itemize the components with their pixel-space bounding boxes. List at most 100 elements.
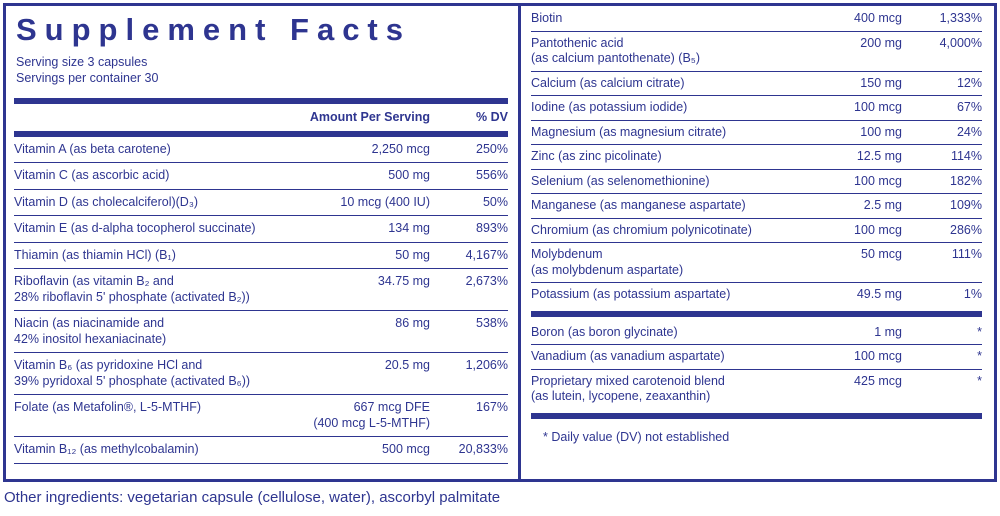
- row-line: (as calcium pantothenate) (B₅): [531, 51, 982, 67]
- table-row: Potassium (as potassium aspartate) 49.5 …: [531, 283, 982, 307]
- nutrient-name: 39% pyridoxal 5' phosphate (activated B₆…: [14, 373, 251, 388]
- nutrient-amount: 150 mg: [860, 75, 902, 90]
- other-ingredients: Other ingredients: vegetarian capsule (c…: [4, 489, 501, 506]
- nutrient-name: Folate (as Metafolin®, L-5-MTHF): [14, 400, 202, 414]
- nutrient-dv: *: [977, 373, 982, 388]
- table-row: Riboflavin (as vitamin B₂ and 34.75 mg 2…: [14, 269, 508, 311]
- nutrient-name: Pantothenic acid: [531, 35, 624, 50]
- nutrient-amount: 86 mg: [395, 316, 430, 330]
- table-row: Thiamin (as thiamin HCl) (B₁) 50 mg 4,16…: [14, 243, 508, 269]
- table-row: Manganese (as manganese aspartate) 2.5 m…: [531, 194, 982, 219]
- nutrient-amount: 134 mg: [388, 221, 430, 235]
- row-line: Chromium (as chromium polynicotinate) 10…: [531, 223, 982, 239]
- row-line: Thiamin (as thiamin HCl) (B₁) 50 mg 4,16…: [14, 248, 508, 264]
- nutrient-dv: 111%: [951, 247, 982, 261]
- nutrient-name: Boron (as boron glycinate): [531, 324, 678, 339]
- nutrient-dv: 4,167%: [465, 247, 508, 262]
- nutrient-dv: 1,206%: [465, 358, 508, 372]
- nutrient-name: Vitamin B₆ (as pyridoxine HCl and: [14, 358, 203, 372]
- table-row: Zinc (as zinc picolinate) 12.5 mg 114%: [531, 145, 982, 170]
- nutrient-amount: 667 mcg DFE: [353, 400, 430, 414]
- nutrient-dv: 114%: [950, 149, 982, 163]
- row-line: Zinc (as zinc picolinate) 12.5 mg 114%: [531, 149, 982, 165]
- nutrient-dv: 4,000%: [939, 35, 982, 50]
- nutrient-amount: 400 mcg: [854, 11, 902, 25]
- nutrient-dv: 2,673%: [465, 274, 508, 288]
- nutrient-amount: 34.75 mg: [377, 274, 430, 288]
- nutrient-dv: 286%: [950, 222, 982, 237]
- serving-size: Serving size 3 capsules: [16, 55, 148, 69]
- row-line: Pantothenic acid 200 mg 4,000%: [531, 36, 982, 52]
- table-header: Amount Per Serving % DV: [14, 104, 508, 131]
- row-line: Vitamin B₆ (as pyridoxine HCl and 20.5 m…: [14, 358, 508, 374]
- nutrient-name: Vitamin B₁₂ (as methylcobalamin): [14, 442, 199, 456]
- right-column: Biotin 400 mcg 1,333% Pantothenic acid 2…: [518, 6, 994, 479]
- row-line: Vitamin D (as cholecalciferol)(D₃) 10 mc…: [14, 195, 508, 211]
- nutrient-amount: 100 mg: [860, 124, 902, 139]
- nutrient-name: Potassium (as potassium aspartate): [531, 287, 731, 301]
- divider-bar: [14, 98, 508, 104]
- left-nutrient-rows: Vitamin A (as beta carotene) 2,250 mcg 2…: [14, 137, 508, 464]
- table-row: Magnesium (as magnesium citrate) 100 mg …: [531, 121, 982, 145]
- header-percent-dv: % DV: [476, 110, 508, 124]
- nutrient-name: Riboflavin (as vitamin B₂ and: [14, 274, 174, 288]
- table-row: Vitamin D (as cholecalciferol)(D₃) 10 mc…: [14, 190, 508, 216]
- nutrient-dv: 182%: [950, 173, 982, 188]
- nutrient-name: Niacin (as niacinamide and: [14, 316, 165, 330]
- row-line: Calcium (as calcium citrate) 150 mg 12%: [531, 76, 982, 92]
- row-line: Boron (as boron glycinate) 1 mg *: [531, 325, 982, 341]
- nutrient-amount: 20.5 mg: [384, 358, 430, 372]
- table-row: Folate (as Metafolin®, L-5-MTHF) 667 mcg…: [14, 395, 508, 437]
- nutrient-amount: 10 mcg (400 IU): [340, 194, 430, 209]
- nutrient-name: (as calcium pantothenate) (B₅): [531, 51, 701, 65]
- row-line: Vitamin C (as ascorbic acid) 500 mg 556%: [14, 168, 508, 184]
- table-row: Vitamin B₆ (as pyridoxine HCl and 20.5 m…: [14, 353, 508, 395]
- nutrient-dv: *: [977, 324, 982, 339]
- row-line: Selenium (as selenomethionine) 100 mcg 1…: [531, 174, 982, 190]
- nutrient-dv: 1%: [963, 287, 982, 301]
- nutrient-dv: 20,833%: [458, 442, 508, 456]
- table-row: Proprietary mixed carotenoid blend 425 m…: [531, 370, 982, 409]
- divider-bar: [531, 310, 982, 317]
- row-line: Biotin 400 mcg 1,333%: [531, 11, 982, 27]
- right-nutrient-rows: Biotin 400 mcg 1,333% Pantothenic acid 2…: [531, 7, 982, 307]
- nutrient-name: Zinc (as zinc picolinate): [531, 149, 662, 163]
- table-row: Pantothenic acid 200 mg 4,000% (as calci…: [531, 32, 982, 72]
- nutrient-dv: 24%: [956, 124, 982, 139]
- nutrient-name: (as molybdenum aspartate): [531, 262, 684, 277]
- table-row: Vitamin B₁₂ (as methylcobalamin) 500 mcg…: [14, 437, 508, 464]
- row-line: Vitamin A (as beta carotene) 2,250 mcg 2…: [14, 142, 508, 158]
- row-line: 28% riboflavin 5' phosphate (activated B…: [14, 290, 508, 306]
- footnote-nutrient-rows: Boron (as boron glycinate) 1 mg * Vanadi…: [531, 321, 982, 409]
- nutrient-dv: 250%: [476, 141, 508, 156]
- nutrient-amount: 2.5 mg: [863, 198, 902, 212]
- nutrient-dv: 538%: [476, 316, 508, 330]
- table-row: Boron (as boron glycinate) 1 mg *: [531, 321, 982, 345]
- nutrient-dv: 67%: [956, 100, 982, 114]
- left-column: Supplement Facts Serving size 3 capsules…: [6, 6, 518, 479]
- nutrient-amount: (400 mcg L-5-MTHF): [313, 415, 430, 430]
- supplement-facts-label: Supplement Facts Serving size 3 capsules…: [3, 3, 997, 482]
- table-row: Vanadium (as vanadium aspartate) 100 mcg…: [531, 345, 982, 370]
- page-title: Supplement Facts: [16, 12, 411, 47]
- nutrient-amount: 2,250 mcg: [371, 141, 430, 156]
- nutrient-amount: 49.5 mg: [856, 287, 902, 301]
- nutrient-amount: 100 mcg: [854, 349, 902, 363]
- row-line: (400 mcg L-5-MTHF): [14, 416, 508, 432]
- nutrient-amount: 50 mcg: [861, 247, 902, 261]
- nutrient-dv: *: [977, 349, 982, 363]
- nutrient-amount: 1 mg: [874, 324, 902, 339]
- nutrient-name: Proprietary mixed carotenoid blend: [531, 373, 725, 388]
- nutrient-name: Molybdenum: [531, 247, 603, 261]
- nutrient-name: Vitamin A (as beta carotene): [14, 141, 171, 156]
- nutrient-dv: 556%: [476, 168, 508, 182]
- nutrient-amount: 100 mcg: [854, 222, 902, 237]
- table-row: Niacin (as niacinamide and 86 mg 538% 42…: [14, 311, 508, 353]
- table-row: Chromium (as chromium polynicotinate) 10…: [531, 219, 982, 243]
- row-line: (as lutein, lycopene, zeaxanthin): [531, 389, 982, 405]
- nutrient-amount: 200 mg: [860, 35, 902, 50]
- table-row: Iodine (as potassium iodide) 100 mcg 67%: [531, 96, 982, 121]
- nutrient-amount: 50 mg: [395, 247, 430, 262]
- table-row: Vitamin A (as beta carotene) 2,250 mcg 2…: [14, 137, 508, 163]
- nutrient-dv: 12%: [956, 75, 982, 90]
